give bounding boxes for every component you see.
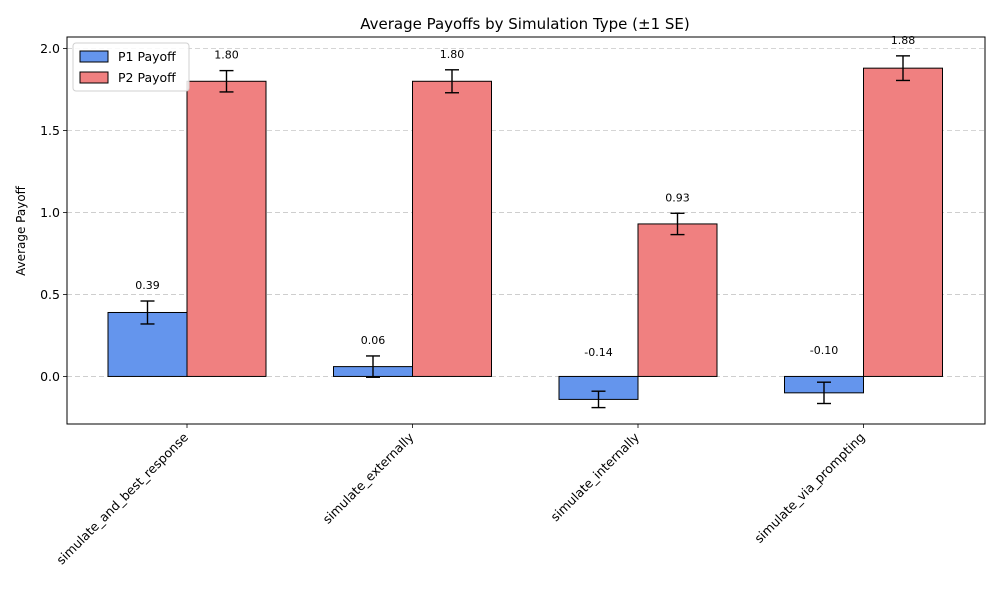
x-ticks: simulate_and_best_response simulate_exter… (53, 424, 868, 567)
y-tick-label: 1.0 (40, 205, 60, 220)
value-label: -0.10 (810, 344, 838, 357)
bar (412, 80, 492, 377)
value-label: 0.06 (361, 334, 386, 347)
x-tick-label: simulate_and_best_response (53, 429, 191, 567)
value-label: 0.93 (665, 191, 690, 204)
value-label: 1.80 (440, 48, 465, 61)
y-tick-label: 1.5 (40, 123, 60, 138)
error-bars (140, 55, 910, 409)
y-tick-label: 0.0 (40, 369, 60, 384)
bar (863, 67, 943, 377)
y-axis-label: Average Payoff (14, 185, 28, 276)
value-label: 0.39 (135, 279, 160, 292)
y-ticks: 0.0 0.5 1.0 1.5 2.0 (40, 41, 67, 384)
x-tick-label: simulate_via_prompting (751, 430, 867, 546)
legend: P1 Payoff P2 Payoff (72, 42, 190, 92)
y-tick-label: 2.0 (40, 41, 60, 56)
value-label: -0.14 (584, 346, 612, 359)
bar (637, 223, 718, 377)
value-label: 1.88 (891, 34, 916, 47)
x-tick-label: simulate_internally (547, 429, 642, 524)
legend-swatch (79, 50, 109, 63)
y-tick-label: 0.5 (40, 287, 60, 302)
x-tick-label: simulate_externally (319, 429, 417, 527)
value-label: 1.80 (214, 49, 239, 62)
legend-label: P1 Payoff (118, 49, 176, 64)
plot-frame (66, 36, 986, 425)
legend-swatch (79, 71, 109, 84)
chart-title: Average Payoffs by Simulation Type (±1 S… (360, 15, 690, 33)
value-labels: 0.39 1.80 0.06 1.80 -0.14 0.93 -0.10 1.88 (135, 34, 915, 359)
bar (186, 80, 267, 377)
legend-label: P2 Payoff (118, 70, 176, 85)
axes (66, 36, 986, 425)
